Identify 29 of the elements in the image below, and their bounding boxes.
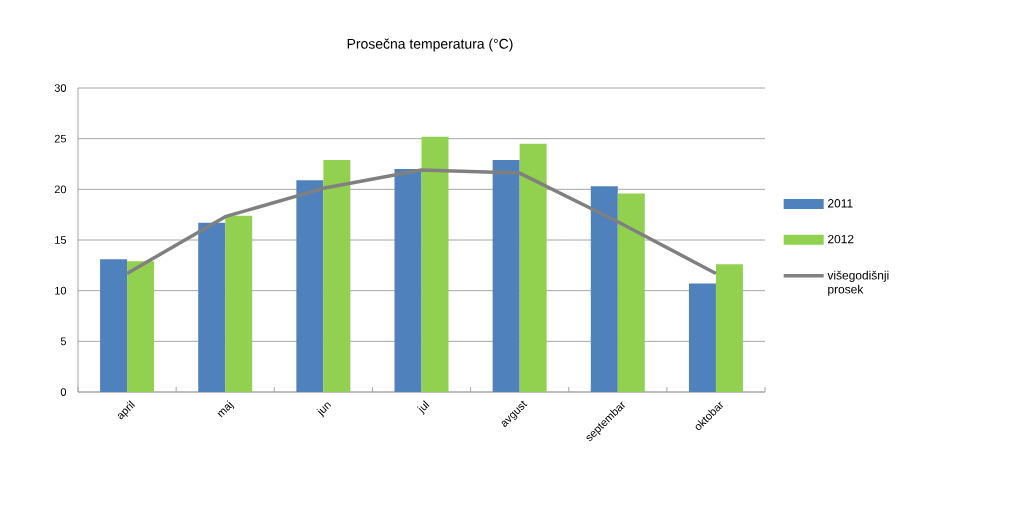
y-tick-label: 0	[60, 388, 67, 396]
bar	[225, 215, 253, 392]
bar	[519, 143, 547, 392]
bar	[394, 169, 422, 392]
x-tick-label: maj	[217, 400, 235, 418]
line-series	[125, 168, 718, 276]
legend-label: višegodišnji prosek	[827, 270, 889, 296]
x-tick-label: jun	[316, 402, 332, 418]
legend-label: 2011	[828, 199, 853, 208]
bar	[421, 136, 449, 392]
y-tick-label: 25	[54, 134, 67, 143]
legend-label: 2012	[828, 234, 854, 244]
bar	[590, 186, 618, 392]
bar	[492, 159, 520, 392]
chart-title: Prosečna temperatura (°C)	[347, 38, 513, 52]
y-tick-label: 30	[54, 84, 67, 92]
bar	[100, 259, 128, 392]
bar	[688, 283, 716, 392]
y-tick-label: 20	[54, 185, 67, 194]
bar	[296, 180, 324, 392]
bar	[198, 222, 226, 392]
bar	[127, 261, 155, 392]
bar	[323, 159, 351, 392]
y-tick-label: 10	[55, 286, 67, 295]
y-tick-label: 15	[55, 236, 67, 244]
x-tick-label: jul	[417, 400, 430, 415]
bar	[715, 264, 743, 392]
bar	[617, 193, 645, 392]
y-tick-label: 5	[60, 337, 67, 346]
